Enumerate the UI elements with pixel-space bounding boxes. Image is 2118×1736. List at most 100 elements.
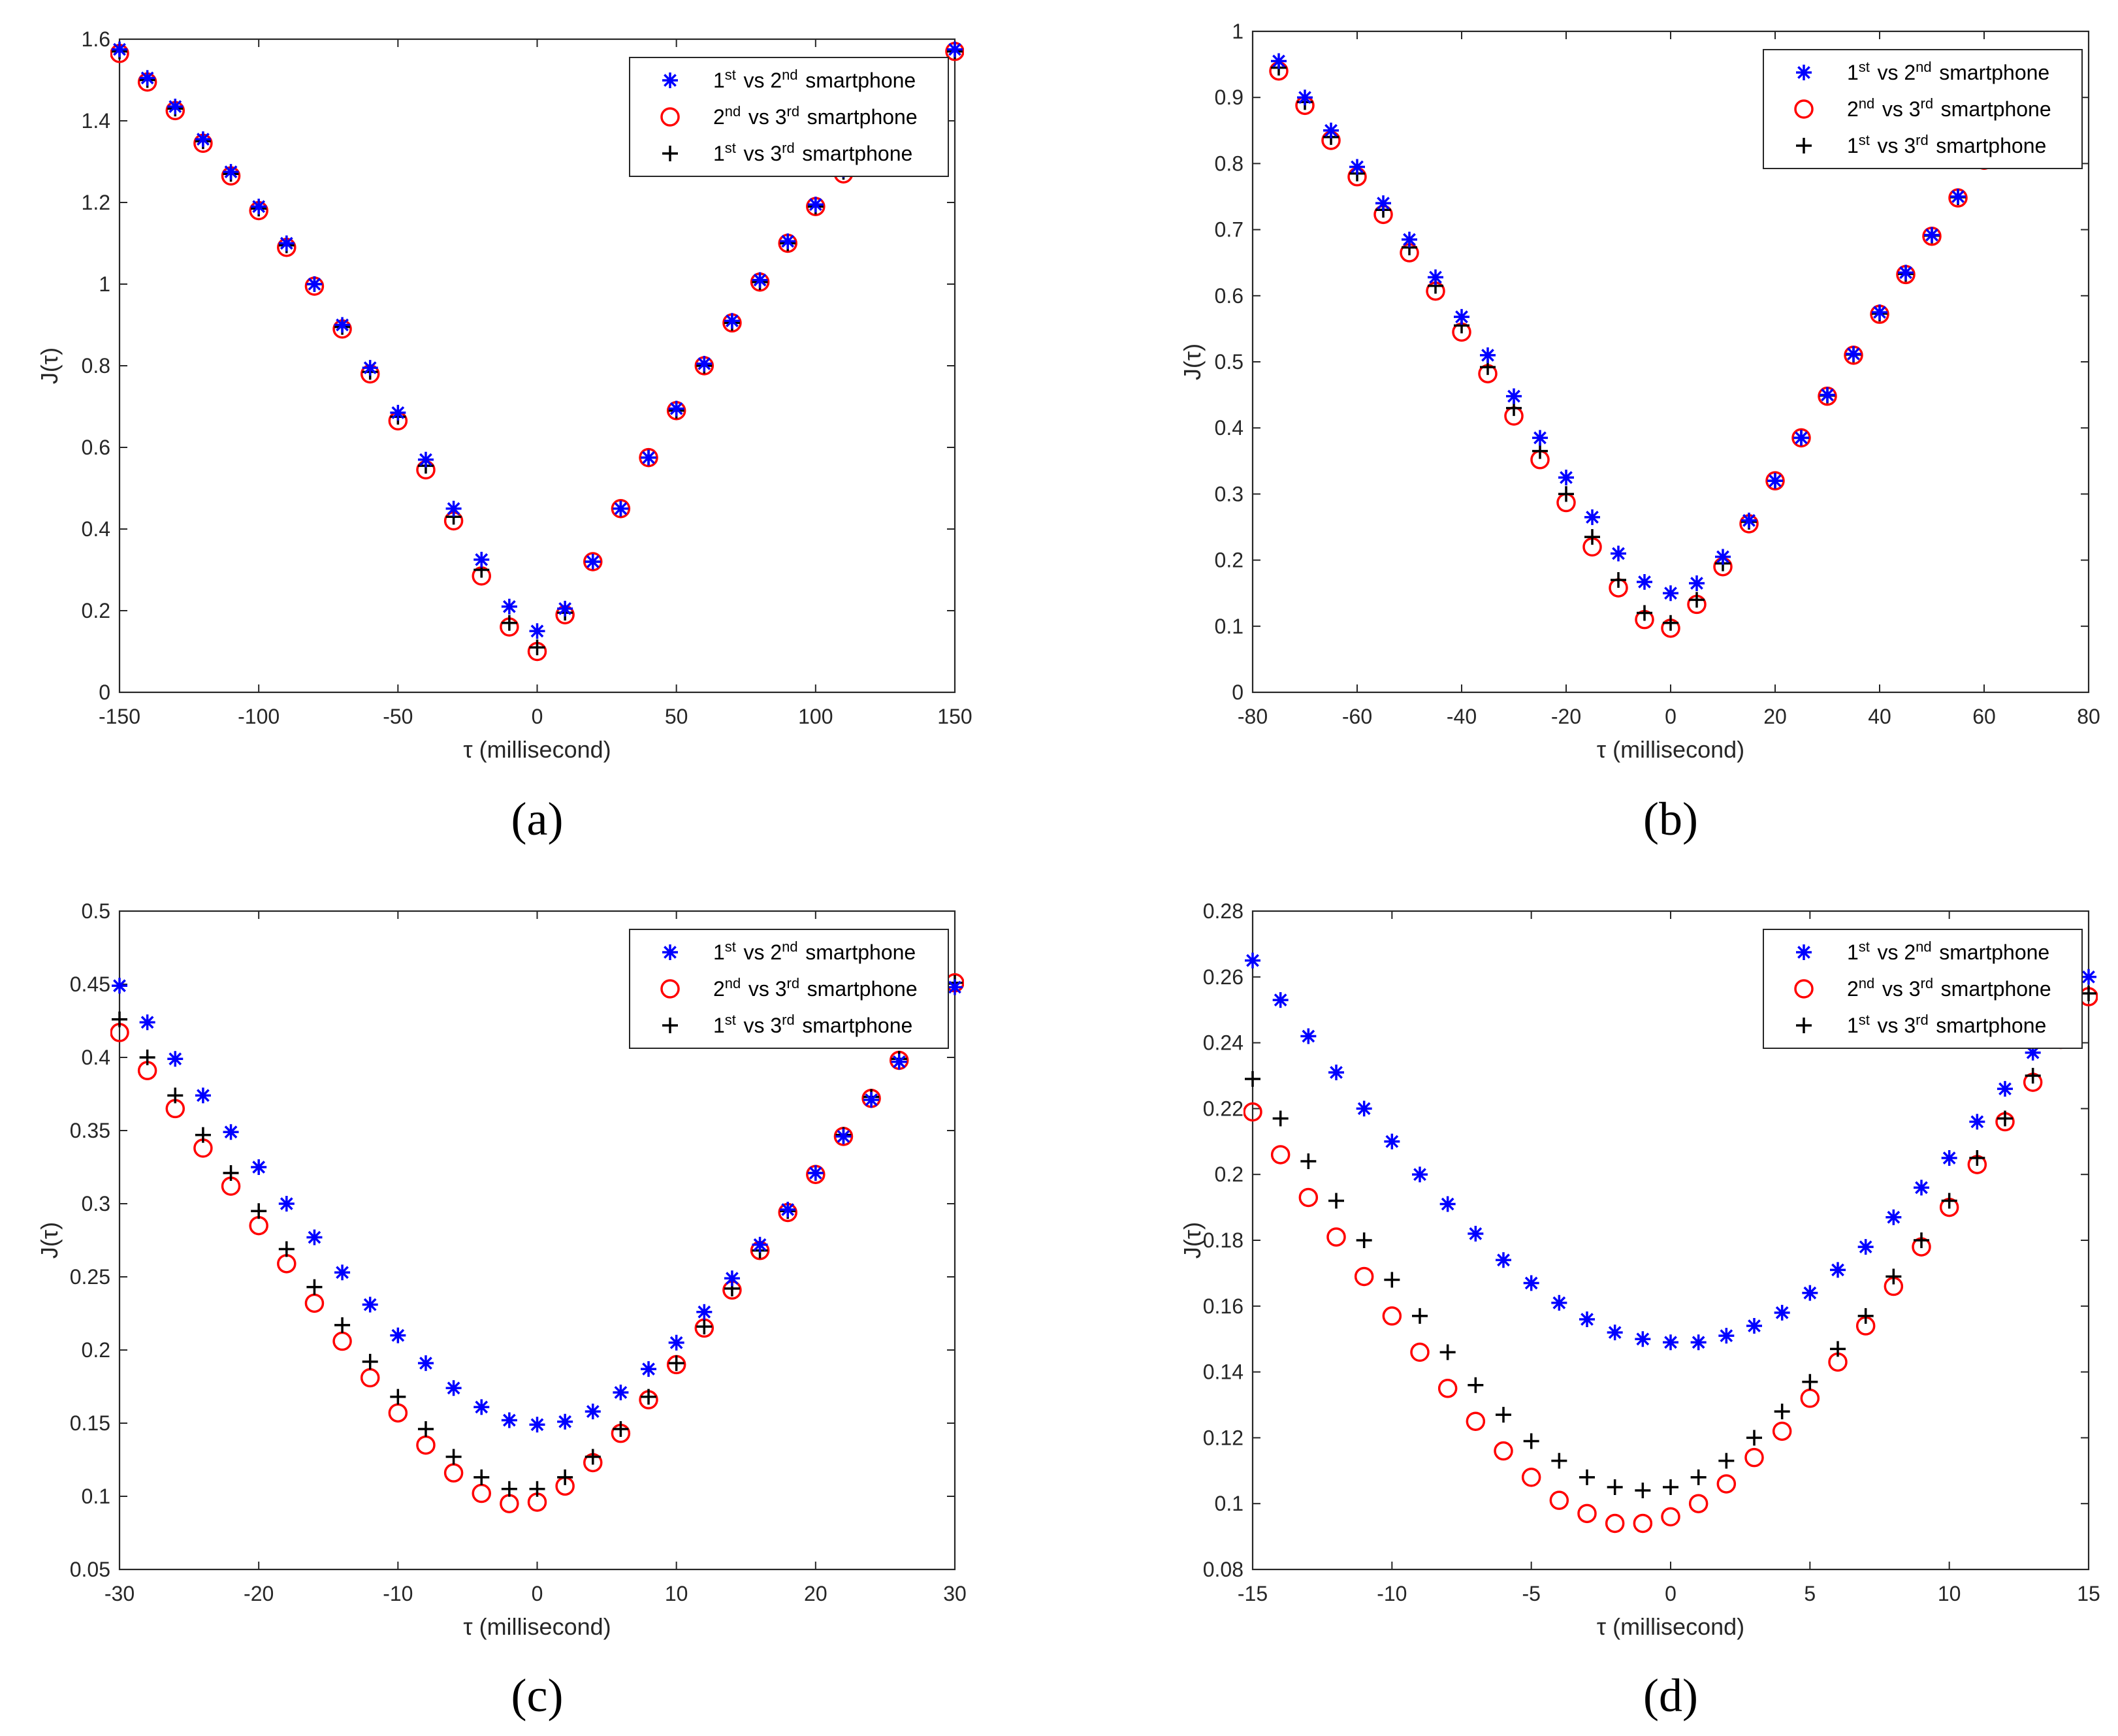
y-axis-label: J(τ) [1179, 344, 1206, 380]
y-tick-label: 0.35 [70, 1119, 110, 1142]
data-point [1914, 1232, 1929, 1248]
data-point [334, 1264, 351, 1281]
data-point [1298, 1187, 1319, 1208]
chart-panel-3: -30 -20 -10 0 10 20 30 0.05 0.1 0.15 0.2 0.25 0.3 0.3… [36, 899, 967, 1722]
y-tick-label: 0.1 [82, 1485, 110, 1508]
data-point [112, 41, 127, 57]
data-point [1741, 512, 1757, 528]
data-point [362, 1296, 378, 1313]
y-tick-label: 0.45 [70, 972, 110, 996]
data-point [668, 400, 684, 417]
legend-label: 2nd vs 3rd smartphone [1847, 95, 2051, 121]
data-point [334, 1317, 351, 1333]
data-point [1454, 309, 1469, 325]
x-tick-label: -40 [1447, 705, 1477, 728]
data-point [223, 1124, 239, 1140]
y-tick-label: 0.12 [1203, 1426, 1244, 1449]
data-point [668, 1355, 684, 1372]
data-point [641, 449, 657, 466]
data-point [390, 1327, 406, 1343]
data-point [780, 233, 796, 249]
data-point [1468, 1377, 1484, 1393]
data-point [1506, 388, 1522, 404]
x-tick-label: 0 [532, 705, 543, 728]
data-point [1356, 1232, 1372, 1248]
legend-marker [662, 944, 678, 960]
legend-marker [662, 1018, 678, 1033]
panel-caption: (d) [1643, 1669, 1698, 1722]
data-point [223, 1165, 239, 1181]
panel-caption: (c) [511, 1669, 564, 1722]
data-point [613, 1421, 629, 1437]
x-tick-label: 150 [937, 705, 972, 728]
y-tick-label: 1.6 [82, 27, 110, 51]
x-tick-label: -30 [104, 1582, 135, 1605]
data-point [668, 1334, 684, 1351]
data-point [1532, 430, 1548, 446]
data-point [390, 404, 406, 421]
data-point [752, 1236, 768, 1253]
x-tick-label: 60 [1972, 705, 1996, 728]
data-point [1765, 471, 1785, 490]
data-point [1437, 1379, 1458, 1398]
data-point [1354, 1266, 1374, 1287]
data-point [1635, 1483, 1651, 1499]
legend-label: 2nd vs 3rd smartphone [713, 975, 918, 1001]
data-point [1439, 1196, 1456, 1212]
legend-label: 1st vs 2nd smartphone [713, 939, 916, 964]
y-tick-label: 0.8 [1215, 152, 1244, 175]
x-tick-label: -5 [1522, 1582, 1540, 1605]
data-point [1663, 615, 1678, 631]
legend-label: 2nd vs 3rd smartphone [1847, 975, 2051, 1001]
legend-entry: 1st vs 3rd smartphone [662, 140, 912, 165]
data-point [641, 1389, 657, 1405]
data-point [1558, 470, 1574, 486]
data-point [1941, 1193, 1957, 1209]
data-point [362, 1353, 378, 1370]
data-points [1244, 952, 2098, 1534]
x-tick-label: 15 [2077, 1582, 2100, 1605]
data-point [1637, 573, 1652, 590]
data-point [473, 1469, 490, 1485]
data-point [1791, 428, 1811, 448]
data-point [1872, 304, 1887, 321]
data-point [501, 1412, 517, 1428]
data-point [1349, 159, 1365, 175]
x-tick-label: -100 [238, 705, 280, 728]
x-tick-label: 10 [665, 1582, 688, 1605]
x-axis-label: τ (millisecond) [1597, 736, 1744, 763]
data-point [752, 272, 768, 288]
data-point [1767, 473, 1783, 489]
data-point [473, 551, 490, 568]
data-point [1375, 195, 1391, 212]
data-point [557, 600, 573, 617]
legend-marker [662, 72, 678, 88]
legend-marker [1794, 979, 1814, 999]
data-point [1579, 1311, 1595, 1327]
data-point [529, 1417, 545, 1433]
data-point [1718, 1453, 1735, 1469]
data-point [417, 1355, 434, 1372]
y-tick-label: 0.26 [1203, 965, 1244, 989]
legend-box [1763, 929, 2083, 1049]
legend-marker [1794, 99, 1814, 119]
data-point [1412, 1166, 1428, 1183]
x-tick-label: -15 [1238, 1582, 1268, 1605]
y-tick-label: 0.2 [1215, 1163, 1244, 1186]
data-point [1439, 1344, 1456, 1360]
data-point [1689, 592, 1705, 608]
data-point [1690, 1469, 1707, 1485]
data-point [139, 1014, 155, 1031]
data-point [1969, 1114, 1985, 1130]
chart-panel-4: -15 -10 -5 0 5 10 15 0.08 0.1 0.12 0.14 0.16 0.18 0.2… [1179, 899, 2100, 1722]
data-point [2081, 986, 2096, 1001]
legend-entry: 1st vs 2nd smartphone [662, 67, 916, 92]
data-point [112, 1011, 127, 1027]
data-point [1635, 1331, 1651, 1347]
data-point [947, 41, 963, 57]
data-point [1800, 1389, 1820, 1408]
y-axis-label: J(τ) [36, 347, 63, 384]
data-point [1412, 1308, 1428, 1324]
data-point [529, 623, 545, 639]
data-point [611, 499, 631, 519]
